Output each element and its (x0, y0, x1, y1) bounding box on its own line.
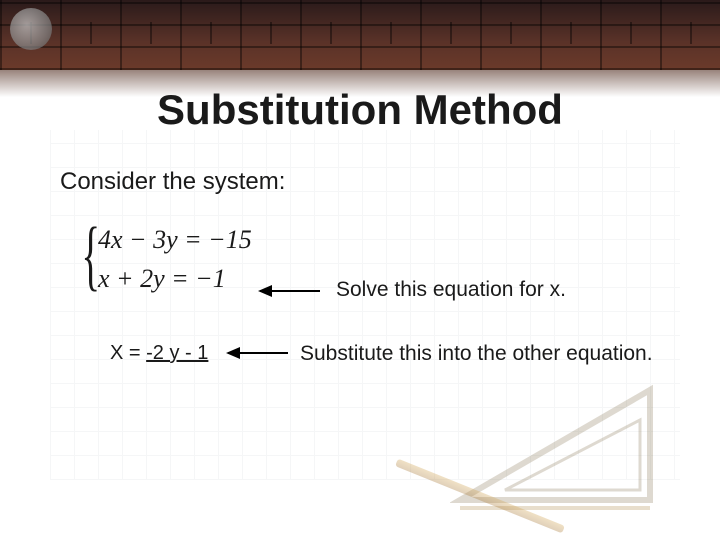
slide-title: Substitution Method (0, 86, 720, 134)
corner-ornament-icon (10, 8, 52, 50)
expr-prefix: X = (110, 342, 146, 364)
solve-instruction: Solve this equation for x. (336, 278, 566, 302)
slide: Substitution Method Consider the system:… (0, 0, 720, 540)
slide-subtitle: Consider the system: (60, 168, 285, 196)
solved-expression: X = -2 y - 1 (110, 342, 208, 365)
substitute-instruction: Substitute this into the other equation. (300, 342, 653, 366)
arrow-to-expr-icon (228, 352, 288, 354)
equation-2: x + 2y = −1 (98, 259, 252, 298)
arrow-to-eq2-icon (260, 290, 320, 292)
equation-system: 4x − 3y = −15 x + 2y = −1 (98, 220, 252, 298)
expr-value: -2 y - 1 (146, 342, 208, 364)
brick-header (0, 0, 720, 70)
equation-1: 4x − 3y = −15 (98, 220, 252, 259)
drafting-triangle-icon (450, 380, 660, 510)
